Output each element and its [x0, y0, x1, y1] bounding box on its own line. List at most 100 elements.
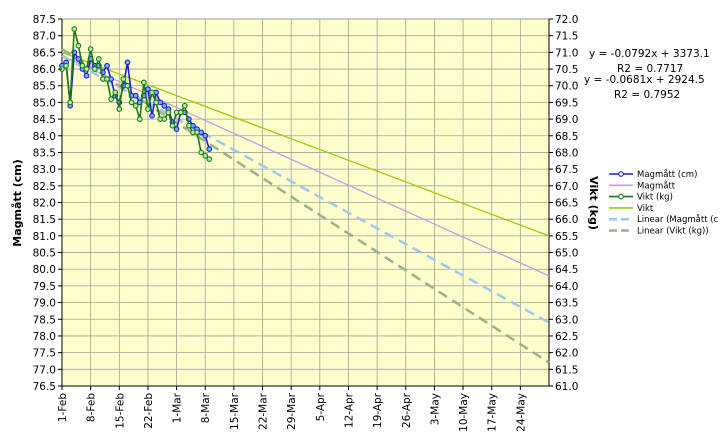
left-tick-label: 85.0 — [33, 97, 56, 109]
legend-entry: Linear (Vikt (kg)) — [609, 227, 709, 237]
right-tick-label: 72.0 — [555, 14, 578, 26]
left-tick-label: 79.5 — [33, 281, 56, 293]
data-point — [124, 82, 131, 89]
left-tick-label: 77.0 — [33, 364, 56, 376]
right-tick-label: 63.0 — [555, 314, 578, 326]
left-tick-label: 84.5 — [33, 114, 56, 126]
data-point — [132, 102, 139, 109]
left-tick-label: 83.0 — [33, 164, 56, 176]
data-point — [161, 116, 168, 122]
data-point — [145, 86, 151, 92]
data-point — [63, 62, 69, 69]
right-tick-label: 61.5 — [555, 364, 578, 376]
legend-label: Magmått (cm) — [637, 169, 697, 180]
x-tick-label: 15-Feb — [114, 393, 126, 429]
data-point — [177, 109, 184, 116]
x-tick-label: 26-Apr — [401, 392, 413, 428]
data-point — [95, 56, 102, 62]
x-tick-label: 19-Apr — [372, 392, 384, 428]
left-tick-label: 86.0 — [33, 64, 56, 76]
r-squared-2: R2 = 0.7952 — [614, 89, 680, 101]
right-tick-label: 65.5 — [555, 231, 578, 243]
legend-marker — [618, 193, 624, 200]
x-tick-label: 1-Mar — [172, 392, 184, 423]
data-point — [124, 59, 131, 66]
data-point — [202, 132, 209, 139]
right-tick-label: 70.5 — [555, 64, 578, 76]
data-point — [83, 72, 90, 79]
data-point — [145, 106, 151, 112]
data-point — [104, 62, 110, 69]
data-point — [198, 149, 204, 156]
data-point — [75, 56, 82, 62]
x-tick-label: 1-Feb — [57, 393, 69, 422]
left-tick-label: 79.0 — [33, 298, 56, 310]
data-point — [104, 76, 110, 82]
legend-entry: Linear (Magmått (c — [609, 214, 719, 225]
data-point — [83, 66, 90, 72]
right-tick-label: 62.5 — [555, 331, 578, 343]
right-tick-label: 66.5 — [555, 198, 578, 210]
left-tick-label: 87.5 — [33, 14, 56, 26]
x-tick-label: 24-May — [515, 393, 527, 432]
legend-marker — [618, 171, 624, 177]
x-tick-label: 8-Mar — [200, 392, 212, 423]
trendline-equations: y = -0.0792x + 3373.1 R2 = 0.7717 y = -0… — [584, 48, 710, 101]
data-point — [116, 106, 123, 112]
data-point — [206, 146, 213, 152]
left-tick-label: 87.0 — [33, 31, 56, 43]
x-tick-label: 10-May — [458, 393, 470, 432]
data-point — [79, 62, 86, 69]
data-point — [140, 79, 147, 86]
right-tick-label: 64.0 — [555, 281, 578, 293]
equation-2: y = -0.0681x + 2924.5 — [584, 74, 705, 86]
x-axis-ticks: 1-Feb 8-Feb 15-Feb 22-Feb 1-Mar 8-Mar 15-Mar 22… — [57, 386, 527, 432]
left-tick-label: 80.0 — [33, 264, 56, 276]
right-tick-label: 67.5 — [555, 164, 578, 176]
left-tick-label: 84.0 — [33, 131, 56, 143]
data-point — [136, 116, 143, 122]
data-point — [169, 122, 176, 129]
x-tick-label: 8-Feb — [86, 393, 98, 422]
x-tick-label: 17-May — [487, 393, 499, 432]
right-tick-label: 62.0 — [555, 348, 578, 360]
data-point — [132, 92, 139, 99]
left-tick-label: 83.5 — [33, 147, 56, 159]
x-tick-label: 15-Mar — [229, 392, 241, 430]
left-tick-label: 77.5 — [33, 348, 56, 360]
right-axis-title: Vikt (kg) — [587, 176, 600, 230]
data-point — [120, 76, 127, 82]
right-tick-label: 65.0 — [555, 248, 578, 260]
right-tick-label: 70.0 — [555, 81, 578, 93]
data-point — [186, 122, 192, 129]
right-axis-ticks: 61.0 61.5 62.0 62.5 63.0 63.5 64.0 64.5 65.0 65.5… — [549, 14, 578, 393]
right-tick-label: 71.0 — [555, 47, 578, 59]
data-point — [128, 99, 135, 106]
right-tick-label: 69.0 — [555, 114, 578, 126]
data-point — [87, 46, 94, 52]
x-tick-label: 12-Apr — [343, 392, 355, 428]
data-point — [112, 89, 119, 96]
data-point — [71, 26, 78, 32]
right-tick-label: 61.0 — [555, 381, 578, 393]
right-tick-label: 68.0 — [555, 147, 578, 159]
data-point — [202, 152, 209, 159]
left-tick-label: 78.0 — [33, 331, 56, 343]
left-axis-title: Magmått (cm) — [11, 159, 24, 247]
right-tick-label: 69.5 — [555, 97, 578, 109]
data-point — [108, 96, 114, 102]
right-tick-label: 63.5 — [555, 298, 578, 310]
x-tick-label: 22-Mar — [258, 392, 270, 430]
left-tick-label: 82.0 — [33, 198, 56, 210]
r-squared-1: R2 = 0.7717 — [617, 63, 683, 75]
left-tick-label: 76.5 — [33, 381, 56, 393]
series-line-4 — [61, 54, 550, 324]
legend-label: Linear (Magmått (c — [637, 214, 719, 225]
left-tick-label: 81.5 — [33, 214, 56, 226]
right-tick-label: 67.0 — [555, 181, 578, 193]
series-line-5 — [61, 47, 550, 364]
data-point — [75, 42, 82, 49]
left-tick-label: 80.5 — [33, 248, 56, 260]
